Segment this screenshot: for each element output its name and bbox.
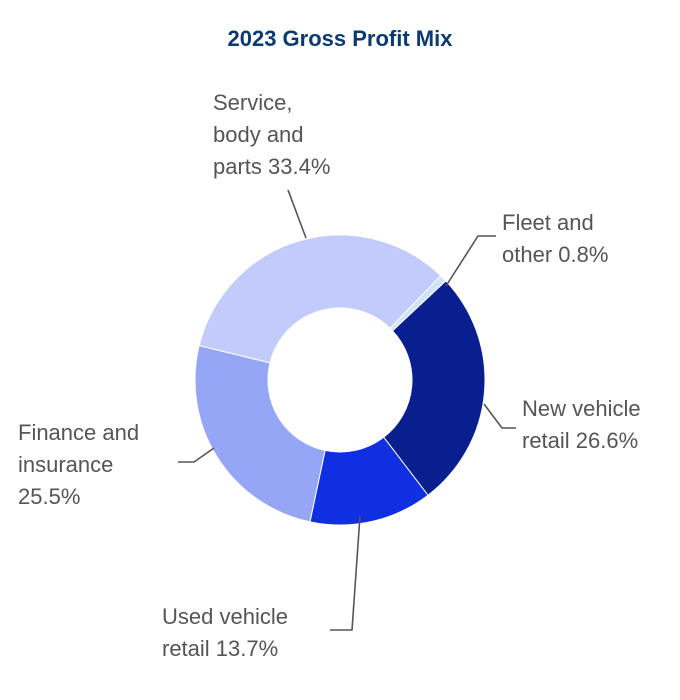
slice-label-line: Used vehicle [162,604,288,629]
donut-slice [194,344,326,523]
chart-title: 2023 Gross Profit Mix [227,26,453,51]
leader-line [330,515,361,631]
slice-label: New vehicle retail 26.6% [522,396,641,453]
slice-label-line: retail 13.7% [162,636,278,661]
slice-label: Used vehicle retail 13.7% [162,604,288,661]
leader-line [287,189,307,239]
slice-label: Service, body and parts 33.4% [213,90,330,179]
slice-label-line: Finance and [18,420,139,445]
slice-label-line: New vehicle [522,396,641,421]
slice-label-line: 25.5% [18,484,80,509]
slice-label-line: other 0.8% [502,242,608,267]
donut-slice [382,280,486,496]
leader-line [178,447,215,463]
slice-label: Fleet and other 0.8% [502,210,608,267]
leader-line [483,403,516,429]
donut-slice [198,234,442,364]
slice-label-line: retail 26.6% [522,428,638,453]
slice-label-line: Fleet and [502,210,594,235]
slice-label-line: parts 33.4% [213,154,330,179]
slice-label: Finance and insurance 25.5% [18,420,139,509]
slice-label-line: insurance [18,452,113,477]
leader-line [445,235,496,287]
slice-label-line: Service, [213,90,292,115]
slice-label-line: body and [213,122,304,147]
